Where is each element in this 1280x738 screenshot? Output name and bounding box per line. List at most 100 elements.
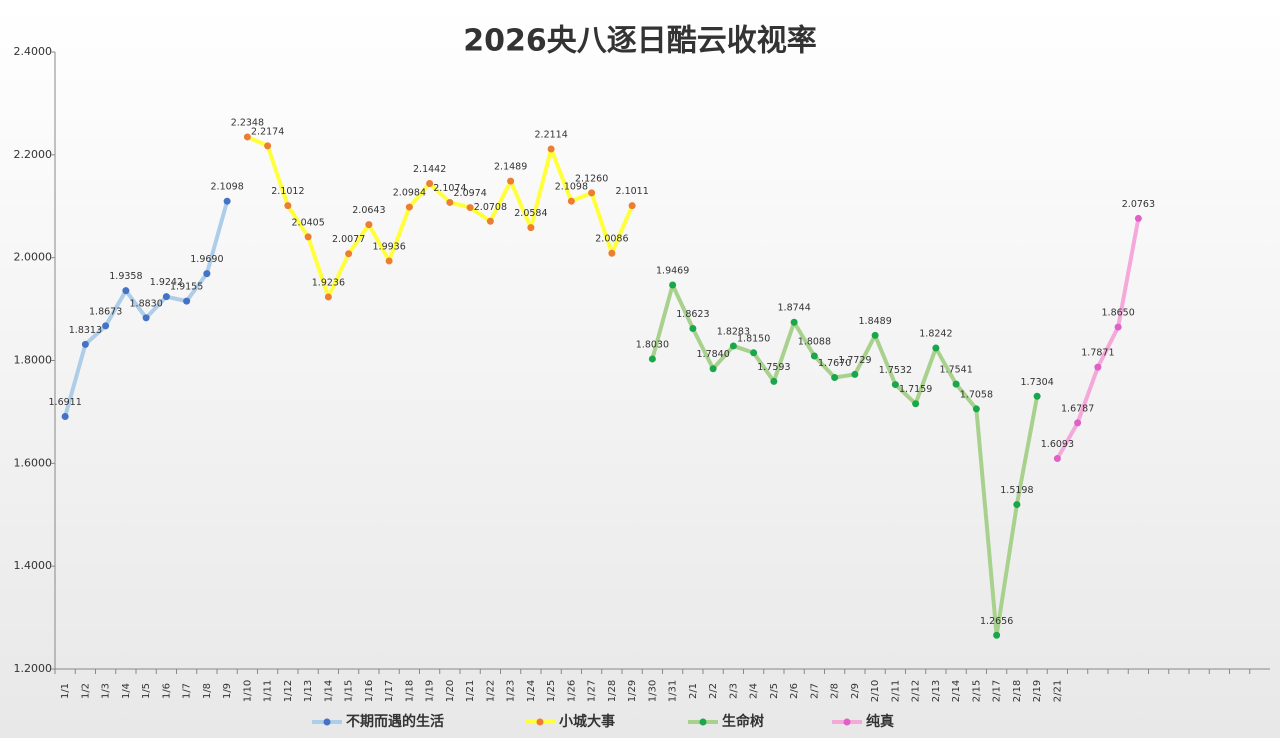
data-point xyxy=(81,340,89,348)
data-point xyxy=(547,145,555,153)
data-point xyxy=(102,322,110,330)
y-tick-label: 2.0000 xyxy=(14,251,53,264)
x-tick-label: 2/14 xyxy=(951,680,962,702)
data-point xyxy=(203,270,211,278)
data-point xyxy=(851,370,859,378)
data-point xyxy=(162,293,170,301)
x-tick-label: 2/2 xyxy=(708,683,719,699)
data-point xyxy=(932,344,940,352)
x-tick-label: 1/16 xyxy=(364,680,375,702)
data-point xyxy=(122,287,130,295)
data-point xyxy=(405,203,413,211)
x-tick-label: 2/1 xyxy=(688,683,699,699)
data-label: 1.8623 xyxy=(676,309,709,320)
data-label: 2.0584 xyxy=(514,208,547,219)
y-tick-label: 2.4000 xyxy=(14,45,53,58)
x-tick-label: 1/9 xyxy=(222,683,233,699)
x-tick-label: 1/12 xyxy=(283,680,294,702)
x-tick-label: 1/11 xyxy=(263,680,274,702)
data-label: 1.8744 xyxy=(778,303,811,314)
data-point xyxy=(871,331,879,339)
x-tick-label: 1/28 xyxy=(607,680,618,702)
data-point xyxy=(770,377,778,385)
legend-label: 生命树 xyxy=(722,713,764,730)
x-tick-label: 2/3 xyxy=(728,683,739,699)
x-tick-label: 2/19 xyxy=(1032,680,1043,702)
data-label: 2.2114 xyxy=(535,129,568,140)
data-label: 1.8242 xyxy=(919,329,952,340)
data-point xyxy=(608,249,616,257)
x-tick-label: 2/15 xyxy=(971,680,982,702)
data-label: 2.0077 xyxy=(332,234,365,245)
series-line xyxy=(246,135,634,299)
data-label: 1.8673 xyxy=(89,306,122,317)
legend-label: 不期而遇的生活 xyxy=(346,713,444,730)
x-tick-label: 1/8 xyxy=(202,683,213,699)
x-tick-label: 1/13 xyxy=(303,680,314,702)
x-tick-label: 1/7 xyxy=(182,683,193,699)
data-point xyxy=(142,314,150,322)
data-label: 1.7729 xyxy=(838,355,871,366)
x-tick-label: 2/21 xyxy=(1052,680,1063,702)
data-label: 1.6911 xyxy=(49,397,82,408)
data-label: 2.1489 xyxy=(494,162,527,173)
data-point xyxy=(1033,392,1041,400)
data-label: 1.7541 xyxy=(940,365,973,376)
x-tick-label: 2/6 xyxy=(789,683,800,699)
data-label: 2.1098 xyxy=(555,182,588,193)
data-label: 1.7593 xyxy=(757,362,790,373)
data-point xyxy=(1074,419,1082,427)
x-tick-label: 1/10 xyxy=(242,680,253,702)
legend-marker xyxy=(699,718,707,726)
data-point xyxy=(466,204,474,212)
y-tick-label: 1.2000 xyxy=(14,662,53,675)
data-label: 1.8030 xyxy=(636,339,669,350)
data-label: 1.8283 xyxy=(717,326,750,337)
x-tick-label: 2/5 xyxy=(769,683,780,699)
data-label: 2.0763 xyxy=(1122,199,1155,210)
y-tick-label: 2.2000 xyxy=(14,148,53,161)
data-point xyxy=(1013,501,1021,509)
data-point xyxy=(324,293,332,301)
x-tick-label: 1/5 xyxy=(141,683,152,699)
data-point xyxy=(1053,455,1061,463)
x-tick-label: 1/26 xyxy=(566,680,577,702)
x-tick-label: 2/8 xyxy=(830,683,841,699)
data-label: 2.0984 xyxy=(393,188,426,199)
x-tick-label: 1/23 xyxy=(506,680,517,702)
data-point xyxy=(912,400,920,408)
x-tick-label: 2/13 xyxy=(931,680,942,702)
data-point xyxy=(1114,323,1122,331)
data-point xyxy=(486,217,494,225)
x-tick-label: 1/25 xyxy=(546,680,557,702)
data-label: 1.7840 xyxy=(697,349,730,360)
legend-marker xyxy=(843,718,851,726)
data-point xyxy=(750,349,758,357)
data-point xyxy=(790,318,798,326)
data-label: 2.0974 xyxy=(454,188,487,199)
data-label: 1.9242 xyxy=(150,277,183,288)
data-point xyxy=(648,355,656,363)
x-tick-label: 1/2 xyxy=(80,683,91,699)
data-point xyxy=(567,197,575,205)
data-point xyxy=(891,381,899,389)
data-label: 2.1012 xyxy=(271,186,304,197)
data-label: 1.8088 xyxy=(798,336,831,347)
data-label: 2.1011 xyxy=(616,186,649,197)
x-tick-label: 2/4 xyxy=(749,683,760,699)
data-point xyxy=(264,142,272,150)
x-tick-label: 2/18 xyxy=(1012,680,1023,702)
data-point xyxy=(345,250,353,258)
data-label: 1.7532 xyxy=(879,365,912,376)
data-label: 2.2348 xyxy=(231,117,264,128)
data-label: 1.8313 xyxy=(69,325,102,336)
data-label: 1.8150 xyxy=(737,333,770,344)
x-tick-label: 2/9 xyxy=(850,683,861,699)
x-tick-label: 1/6 xyxy=(161,683,172,699)
data-label: 1.9358 xyxy=(109,271,142,282)
data-label: 1.7670 xyxy=(818,358,851,369)
data-point xyxy=(527,224,535,232)
data-point xyxy=(669,281,677,289)
data-label: 1.9155 xyxy=(170,282,203,293)
